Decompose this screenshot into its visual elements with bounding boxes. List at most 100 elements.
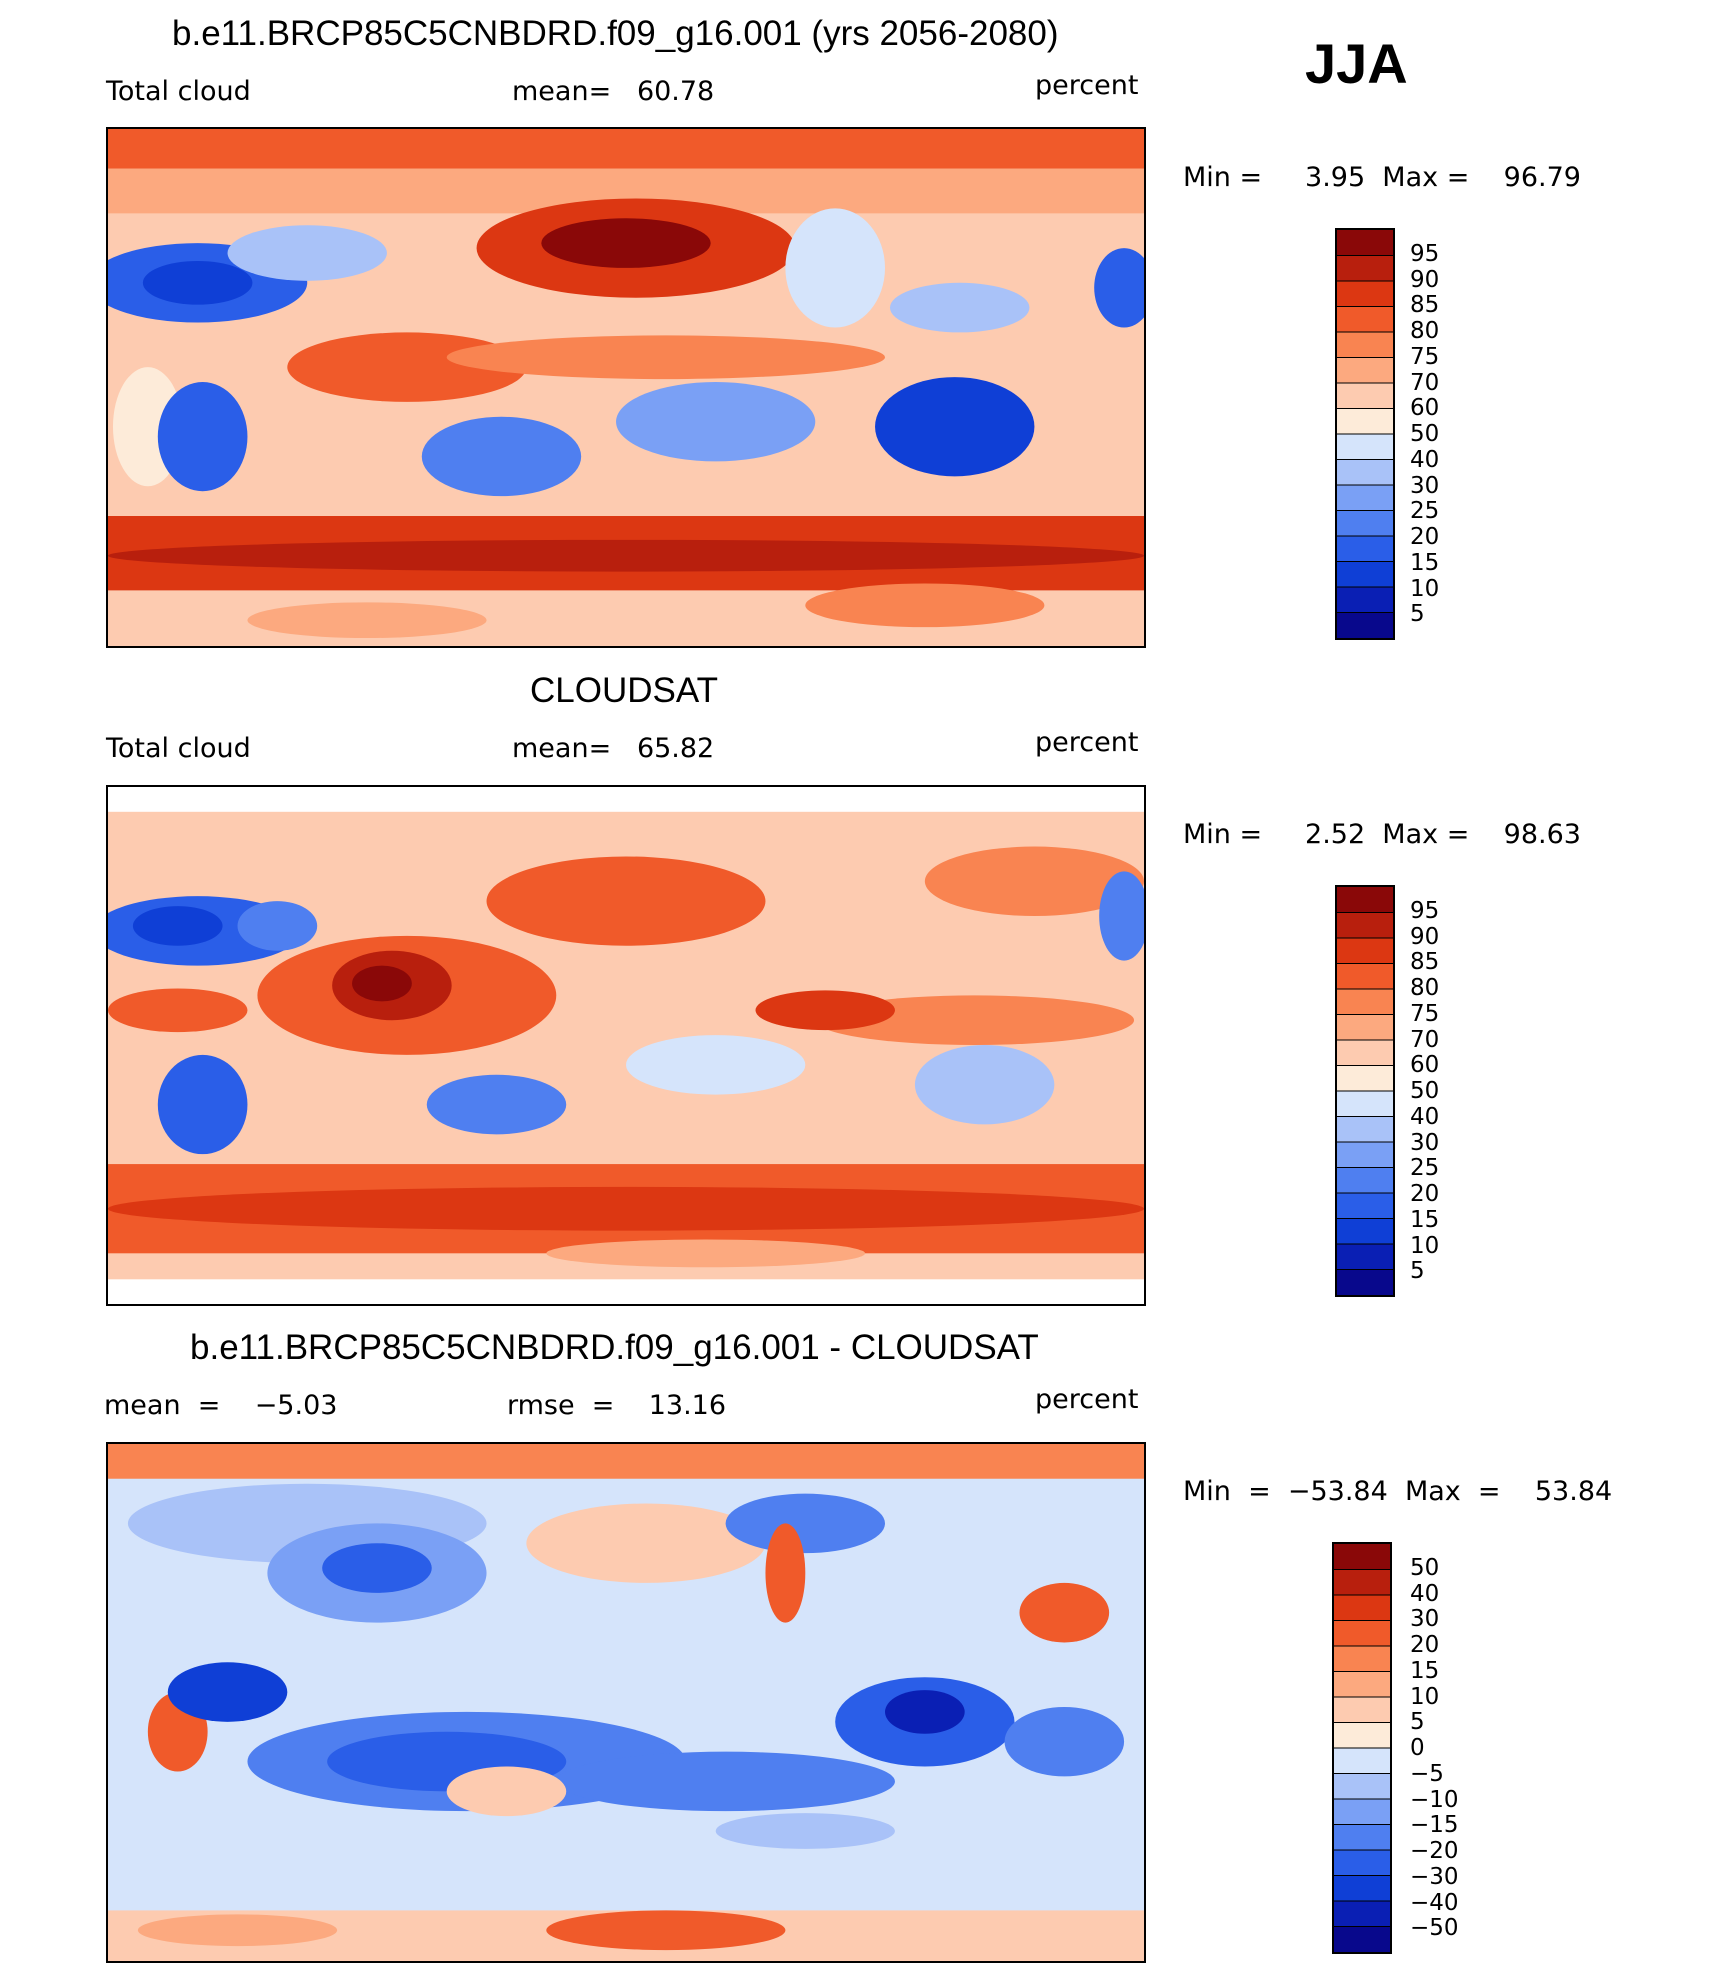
panel-2-colorbar-swatches bbox=[1337, 887, 1393, 1295]
colorbar-tick-label: 20 bbox=[1410, 524, 1440, 550]
panel-3-units-label: percent bbox=[1035, 1384, 1139, 1415]
colorbar-tick-label: −10 bbox=[1410, 1786, 1459, 1813]
panel-2-mean-label: mean= 65.82 bbox=[512, 733, 715, 764]
colorbar-swatch bbox=[1337, 963, 1393, 990]
panel-3-map bbox=[106, 1442, 1146, 1963]
colorbar-swatch bbox=[1337, 1269, 1393, 1295]
colorbar-swatch bbox=[1337, 1065, 1393, 1092]
colorbar-swatch bbox=[1337, 912, 1393, 939]
colorbar-tick-label: 70 bbox=[1410, 1026, 1440, 1053]
colorbar-tick-label: 90 bbox=[1410, 923, 1440, 950]
colorbar-tick-label: 10 bbox=[1410, 575, 1440, 602]
colorbar-tick-label: 30 bbox=[1410, 1606, 1440, 1633]
colorbar-swatch bbox=[1337, 989, 1393, 1015]
colorbar-tick-label: 70 bbox=[1410, 369, 1440, 396]
colorbar-swatch bbox=[1337, 230, 1393, 256]
season-label: JJA bbox=[1305, 32, 1408, 95]
panel-2-colorbar bbox=[1335, 885, 1395, 1297]
panel-1-colorbar bbox=[1335, 228, 1395, 640]
colorbar-swatch bbox=[1334, 1799, 1390, 1825]
colorbar-swatch bbox=[1337, 536, 1393, 562]
colorbar-swatch bbox=[1337, 459, 1393, 486]
colorbar-tick-label: 80 bbox=[1410, 975, 1440, 1001]
colorbar-tick-label: 25 bbox=[1410, 1155, 1440, 1182]
colorbar-swatch bbox=[1334, 1850, 1390, 1876]
panel-3-cloud-difference-field bbox=[108, 1444, 1144, 1961]
colorbar-tick-label: 20 bbox=[1410, 1632, 1440, 1658]
panel-3-colorbar-swatches bbox=[1334, 1544, 1390, 1952]
colorbar-tick-label: 75 bbox=[1410, 1000, 1440, 1027]
colorbar-swatch bbox=[1334, 1901, 1390, 1927]
colorbar-tick-label: 25 bbox=[1410, 498, 1440, 525]
colorbar-swatch bbox=[1334, 1544, 1390, 1570]
colorbar-swatch bbox=[1337, 434, 1393, 460]
colorbar-tick-label: 60 bbox=[1410, 1052, 1440, 1079]
colorbar-swatch bbox=[1334, 1671, 1390, 1698]
colorbar-swatch bbox=[1337, 1014, 1393, 1041]
colorbar-swatch bbox=[1337, 1193, 1393, 1219]
colorbar-swatch bbox=[1334, 1646, 1390, 1672]
colorbar-swatch bbox=[1334, 1620, 1390, 1647]
colorbar-swatch bbox=[1337, 510, 1393, 537]
colorbar-swatch bbox=[1337, 1218, 1393, 1245]
colorbar-swatch bbox=[1337, 383, 1393, 409]
panel-1-colorbar-swatches bbox=[1337, 230, 1393, 638]
colorbar-tick-label: 85 bbox=[1410, 949, 1440, 976]
colorbar-tick-label: 95 bbox=[1410, 897, 1440, 924]
colorbar-tick-label: 10 bbox=[1410, 1232, 1440, 1259]
panel-2-units-label: percent bbox=[1035, 727, 1139, 758]
panel-3-rmse-label: rmse = 13.16 bbox=[507, 1390, 727, 1421]
colorbar-swatch bbox=[1337, 281, 1393, 307]
colorbar-swatch bbox=[1337, 332, 1393, 358]
colorbar-tick-label: 15 bbox=[1410, 1206, 1440, 1233]
colorbar-swatch bbox=[1337, 485, 1393, 511]
panel-2-title: CLOUDSAT bbox=[530, 671, 718, 710]
colorbar-tick-label: 0 bbox=[1410, 1735, 1425, 1761]
colorbar-tick-label: 5 bbox=[1410, 601, 1425, 628]
colorbar-swatch bbox=[1334, 1773, 1390, 1800]
colorbar-swatch bbox=[1337, 1091, 1393, 1117]
colorbar-swatch bbox=[1337, 255, 1393, 282]
panel-1-map bbox=[106, 127, 1146, 648]
colorbar-swatch bbox=[1337, 1244, 1393, 1270]
panel-2-variable-label: Total cloud bbox=[106, 733, 251, 764]
colorbar-tick-label: 40 bbox=[1410, 446, 1440, 473]
colorbar-swatch bbox=[1334, 1875, 1390, 1902]
colorbar-tick-label: 75 bbox=[1410, 343, 1440, 370]
colorbar-tick-label: 60 bbox=[1410, 395, 1440, 422]
colorbar-tick-label: 50 bbox=[1410, 1554, 1440, 1581]
panel-1-units-label: percent bbox=[1035, 70, 1139, 101]
colorbar-tick-label: −15 bbox=[1410, 1812, 1459, 1839]
colorbar-tick-label: 90 bbox=[1410, 266, 1440, 293]
colorbar-swatch bbox=[1337, 1116, 1393, 1143]
colorbar-swatch bbox=[1337, 887, 1393, 913]
colorbar-tick-label: −30 bbox=[1410, 1863, 1459, 1890]
colorbar-tick-label: 10 bbox=[1410, 1683, 1440, 1710]
colorbar-tick-label: 85 bbox=[1410, 292, 1440, 319]
colorbar-swatch bbox=[1334, 1595, 1390, 1621]
colorbar-swatch bbox=[1337, 357, 1393, 384]
colorbar-swatch bbox=[1337, 408, 1393, 435]
colorbar-tick-label: 30 bbox=[1410, 472, 1440, 499]
panel-1-minmax: Min = 3.95 Max = 96.79 bbox=[1183, 162, 1581, 193]
colorbar-swatch bbox=[1337, 306, 1393, 333]
colorbar-swatch bbox=[1334, 1697, 1390, 1723]
colorbar-swatch bbox=[1334, 1722, 1390, 1749]
colorbar-tick-label: 15 bbox=[1410, 549, 1440, 576]
colorbar-tick-label: 50 bbox=[1410, 1078, 1440, 1104]
colorbar-tick-label: 50 bbox=[1410, 421, 1440, 447]
panel-1-variable-label: Total cloud bbox=[106, 76, 251, 107]
panel-1-mean-label: mean= 60.78 bbox=[512, 76, 715, 107]
panel-1-cloud-field bbox=[108, 129, 1144, 646]
colorbar-swatch bbox=[1334, 1748, 1390, 1774]
colorbar-swatch bbox=[1337, 587, 1393, 613]
panel-3-title: b.e11.BRCP85C5CNBDRD.f09_g16.001 - CLOUD… bbox=[190, 1328, 1039, 1367]
colorbar-swatch bbox=[1334, 1926, 1390, 1952]
panel-1-title: b.e11.BRCP85C5CNBDRD.f09_g16.001 (yrs 20… bbox=[172, 14, 1059, 53]
colorbar-swatch bbox=[1334, 1824, 1390, 1851]
panel-3-colorbar bbox=[1332, 1542, 1392, 1954]
colorbar-tick-label: −50 bbox=[1410, 1915, 1459, 1942]
colorbar-tick-label: −40 bbox=[1410, 1889, 1459, 1916]
colorbar-tick-label: 5 bbox=[1410, 1709, 1425, 1736]
colorbar-tick-label: 95 bbox=[1410, 240, 1440, 267]
